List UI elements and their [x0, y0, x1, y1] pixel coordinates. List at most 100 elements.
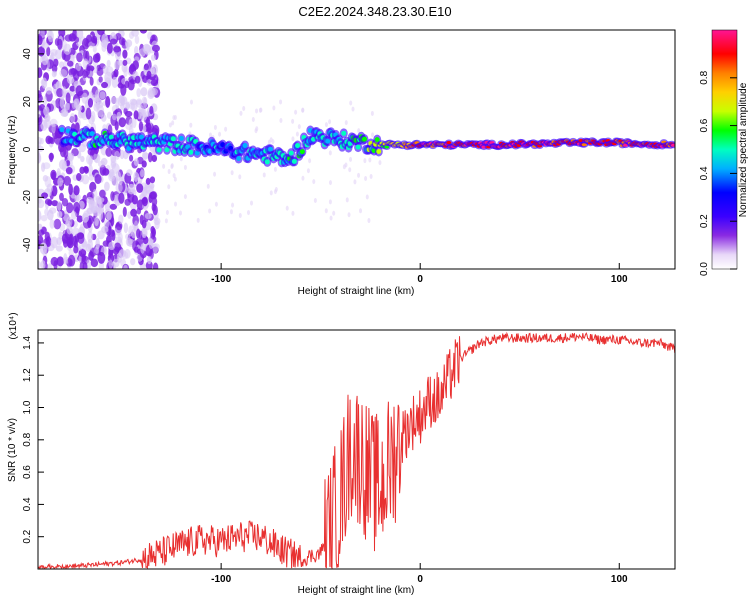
spectrogram-noise-blob — [72, 201, 81, 214]
spectrogram-noise-blob — [63, 146, 69, 159]
spectrogram-noise-blob — [38, 67, 43, 78]
spectrogram-noise-blob — [306, 168, 310, 174]
spectrogram-noise-blob — [118, 117, 127, 128]
spectrogram-noise-blob — [122, 49, 128, 59]
spectrogram-noise-blob — [42, 95, 48, 106]
spectrogram-noise-blob — [113, 242, 122, 253]
spectrogram-noise-blob — [141, 96, 147, 105]
spectrogram-noise-blob — [344, 162, 348, 168]
spectrogram-noise-blob — [196, 217, 200, 223]
spectrogram-noise-blob — [59, 97, 65, 109]
spectrogram-noise-blob — [44, 198, 52, 205]
spectrogram-noise-blob — [125, 123, 133, 130]
spectrogram-noise-blob — [214, 201, 218, 207]
spectrogram-noise-blob — [87, 164, 93, 177]
spectrogram-noise-blob — [123, 222, 129, 234]
spectrogram-noise-blob — [96, 67, 104, 76]
spectrogram-noise-blob — [63, 175, 72, 186]
spectrogram-noise-blob — [45, 236, 52, 248]
spectrogram-noise-blob — [87, 231, 94, 243]
spectrogram-noise-blob — [96, 207, 105, 214]
spectrogram-noise-blob — [101, 33, 109, 46]
spectrogram-noise-blob — [378, 160, 382, 166]
snr-marks — [38, 331, 675, 569]
spectrogram-noise-blob — [328, 119, 332, 125]
spectrogram-noise-blob — [105, 147, 113, 157]
spectrogram-noise-blob — [218, 131, 222, 137]
x-tick-label: 0 — [417, 574, 423, 585]
y-tick-label: 1.4 — [22, 336, 33, 350]
spectrogram-noise-blob — [122, 59, 128, 66]
spectrogram-noise-blob — [59, 61, 65, 69]
spectrogram-noise-blob — [114, 150, 120, 160]
spectrogram-noise-blob — [148, 238, 154, 249]
spectrogram-noise-blob — [81, 92, 89, 104]
spectrogram-noise-blob — [162, 163, 166, 169]
spectrogram-noise-blob — [68, 183, 73, 196]
spectrogram-noise-blob — [110, 191, 115, 202]
spectrogram-noise-blob — [91, 110, 96, 123]
spectrogram-noise-blob — [115, 97, 120, 110]
spectrogram-trace-point — [156, 147, 162, 153]
spectrogram-noise-blob — [138, 121, 144, 132]
spectrogram-noise-blob — [53, 58, 59, 67]
spectrogram-noise-blob — [97, 251, 106, 264]
spectrogram-noise-blob — [93, 103, 100, 112]
y-tick-label: 20 — [22, 96, 33, 108]
spectrogram-noise-blob — [42, 162, 51, 170]
spectrogram-noise-blob — [154, 219, 160, 230]
spectrogram-noise-blob — [67, 254, 76, 267]
x-tick-label: 0 — [417, 274, 423, 285]
spectrogram-noise-blob — [40, 214, 48, 222]
spectrogram-noise-blob — [125, 237, 133, 247]
spectrogram-noise-blob — [297, 124, 301, 130]
spectrogram-noise-blob — [79, 261, 84, 269]
spectrogram-trace-point — [446, 141, 452, 145]
spectrogram-noise-blob — [86, 196, 94, 204]
spectrogram-noise-blob — [127, 183, 136, 195]
colorbar-tick-label: 0.2 — [699, 214, 710, 228]
spectrogram-noise-blob — [38, 109, 41, 118]
spectrogram-trace-point — [188, 149, 194, 155]
spectrogram-noise-blob — [179, 210, 183, 216]
spectrogram-noise-blob — [329, 215, 333, 221]
spectrogram-noise-blob — [170, 164, 174, 170]
spectrogram-noise-blob — [81, 174, 90, 185]
spectrogram-trace-point — [299, 149, 305, 155]
spectrogram-noise-blob — [97, 160, 106, 168]
y-tick-label: 1.2 — [22, 368, 33, 382]
spectrogram-noise-blob — [255, 126, 259, 132]
spectrogram-noise-blob — [147, 151, 153, 163]
spectrogram-noise-blob — [67, 240, 74, 249]
spectrogram-noise-blob — [38, 93, 43, 103]
spectrogram-noise-blob — [138, 48, 146, 57]
spectrogram-noise-blob — [111, 113, 117, 121]
spectrogram-noise-blob — [41, 77, 48, 89]
spectrogram-noise-blob — [109, 38, 118, 45]
spectrogram-noise-blob — [285, 205, 289, 211]
spectrogram-noise-blob — [239, 110, 243, 116]
spectrogram-noise-blob — [82, 70, 88, 79]
spectrogram-noise-blob — [104, 71, 113, 84]
spectrogram-noise-blob — [141, 219, 147, 229]
spectrogram-noise-blob — [111, 76, 119, 89]
spectrogram-noise-blob — [118, 214, 124, 225]
spectrogram-panel: -100 0 100 -40 -20 0 20 40 Height of straight … — [7, 29, 676, 297]
spectrogram-noise-blob — [301, 175, 305, 181]
spectrogram-noise-blob — [114, 60, 121, 70]
spectrogram-noise-blob — [81, 212, 90, 223]
spectrogram-noise-blob — [313, 197, 317, 203]
spectrogram-noise-blob — [174, 201, 178, 207]
spectrogram-noise-blob — [364, 176, 368, 182]
spectrogram-noise-blob — [51, 70, 57, 78]
spectrogram-noise-blob — [118, 249, 127, 258]
spectrogram-noise-blob — [82, 240, 88, 251]
spectrogram-noise-blob — [141, 160, 147, 168]
colorbar-tick-label: 0.0 — [699, 262, 710, 276]
spectrogram-noise-blob — [230, 170, 234, 176]
spectrogram-noise-blob — [73, 239, 79, 248]
y-tick-label: -40 — [22, 237, 33, 252]
spectrogram-noise-blob — [291, 210, 295, 216]
spectrogram-noise-blob — [365, 194, 369, 200]
